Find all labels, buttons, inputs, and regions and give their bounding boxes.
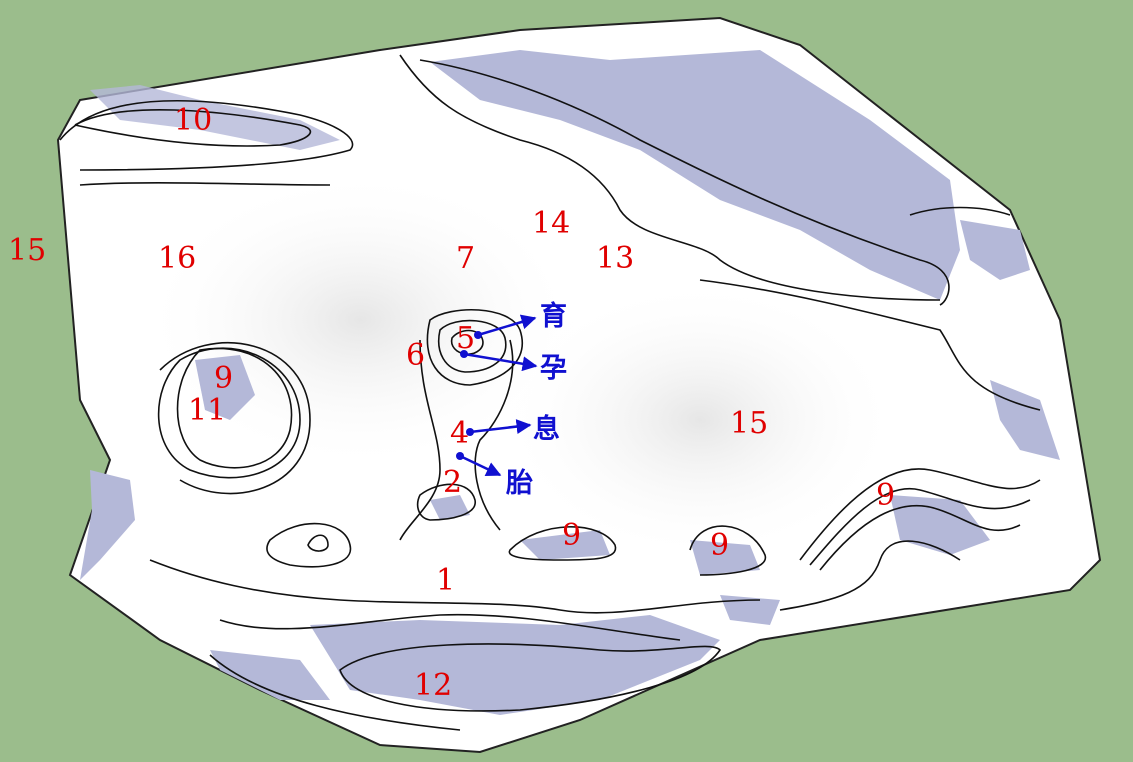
label-4: 4 [450, 416, 469, 451]
callout-dot-xi [466, 428, 474, 436]
label-11: 11 [188, 393, 226, 428]
label-15-left: 15 [8, 233, 46, 268]
label-1: 1 [436, 563, 455, 598]
callout-dot-yu [474, 331, 482, 339]
callout-tai: 胎 [506, 468, 533, 499]
shadow-patches [80, 50, 1060, 715]
label-15-center: 15 [730, 406, 768, 441]
label-2: 2 [443, 465, 462, 500]
label-7: 7 [456, 241, 475, 276]
callout-xi: 息 [533, 413, 560, 445]
zone-labels: 10 15 16 7 14 13 5 6 9 11 4 2 15 9 9 9 1… [8, 103, 895, 703]
shading-right [500, 280, 900, 560]
label-9-left: 9 [214, 361, 233, 396]
label-6: 6 [406, 338, 425, 373]
label-14: 14 [532, 206, 570, 241]
callout-dot-tai [456, 452, 464, 460]
label-16: 16 [158, 241, 196, 276]
callout-arrow-yu [477, 314, 537, 337]
callout-yun: 孕 [540, 353, 567, 384]
callout-dot-yun [460, 350, 468, 358]
contour-lines [59, 54, 1041, 731]
label-12: 12 [414, 668, 452, 703]
label-5: 5 [456, 321, 475, 356]
callout-arrow-tai [459, 454, 502, 477]
label-10: 10 [174, 103, 212, 138]
callout-arrow-xi [469, 419, 532, 435]
label-9-center: 9 [562, 518, 581, 553]
callouts: 育 孕 息 胎 [456, 300, 567, 499]
label-9-right: 9 [710, 528, 729, 563]
callout-yu: 育 [540, 300, 567, 332]
label-13: 13 [596, 241, 634, 276]
label-9-far-right: 9 [876, 478, 895, 513]
callout-arrow-yun [463, 352, 538, 372]
